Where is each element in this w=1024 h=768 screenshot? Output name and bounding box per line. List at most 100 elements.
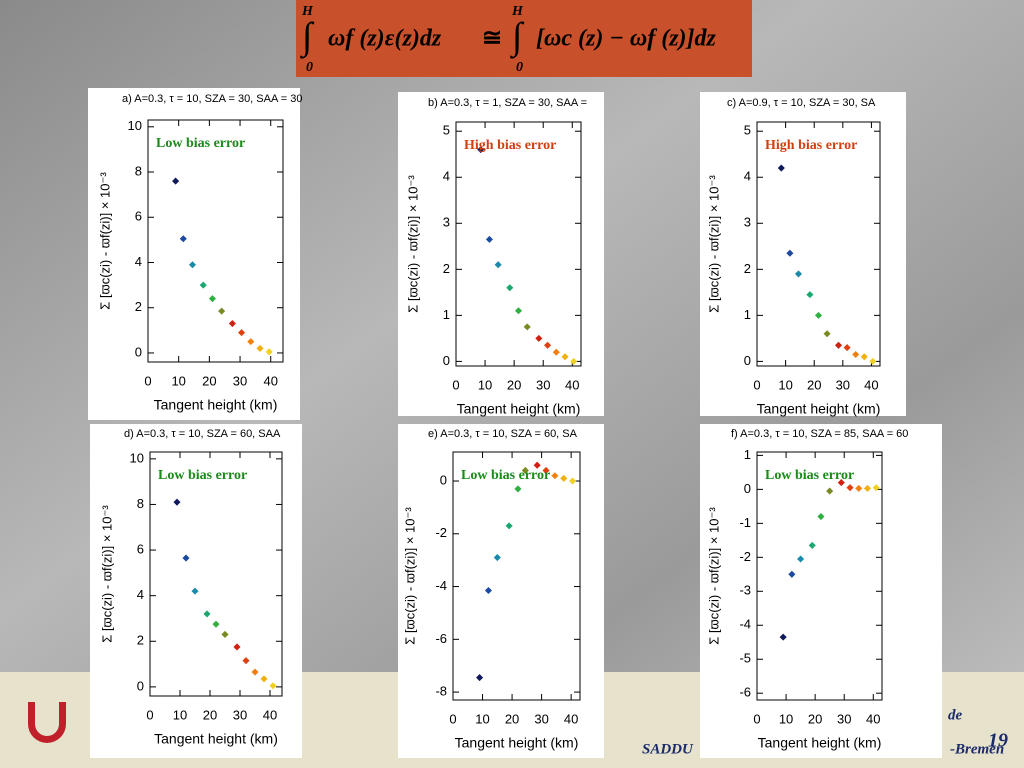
point (786, 249, 794, 257)
chart-title: c) A=0.9, τ = 10, SZA = 30, SA (727, 97, 876, 109)
chart-title: f) A=0.3, τ = 10, SZA = 85, SAA = 60 (731, 428, 908, 440)
plot-frame (756, 121, 881, 367)
x-tick-label: 20 (807, 377, 821, 392)
point (779, 633, 787, 641)
y-tick-label: 0 (744, 481, 751, 496)
y-tick-label: 0 (744, 353, 751, 368)
point (872, 484, 880, 492)
point (860, 353, 868, 361)
chart-title: d) A=0.3, τ = 10, SZA = 60, SAA (124, 428, 281, 440)
panel-background (88, 88, 300, 420)
y-tick-label: -4 (435, 578, 447, 593)
point (797, 555, 805, 563)
formula: H ∫ 0 ωf (z)ε(z)dz ≅ H ∫ 0 [ωc (z) − ωf … (300, 4, 717, 75)
y-tick-label: 0 (443, 353, 450, 368)
x-tick-label: 20 (505, 711, 519, 726)
chart-panel: a) A=0.3, τ = 10, SZA = 30, SAA = 30 0 2 4 6… (88, 88, 302, 420)
point (179, 235, 187, 243)
point (199, 281, 207, 289)
y-tick-label: 4 (137, 587, 144, 602)
y-tick-label: -4 (739, 617, 751, 632)
x-tick-label: 30 (836, 377, 850, 392)
x-axis-label: Tangent height (km) (154, 731, 278, 747)
x-tick-label: 40 (263, 707, 277, 722)
point (551, 472, 559, 480)
formula-approx: ≅ (482, 26, 502, 52)
point (221, 630, 229, 638)
point (476, 674, 484, 682)
point (506, 284, 514, 292)
y-axis-label: Σ [ϖc(zi) - ϖf(zi)] × 10⁻³ (402, 507, 417, 645)
chart-panel: d) A=0.3, τ = 10, SZA = 60, SAA 0 2 4 6 8 10 0 1… (90, 424, 302, 758)
x-tick-label: 40 (565, 377, 579, 392)
point (863, 484, 872, 492)
point (808, 541, 816, 549)
y-tick-label: 6 (135, 209, 142, 224)
point (505, 522, 513, 530)
formula-integral: ∫ (300, 16, 315, 60)
x-tick-label: 40 (864, 377, 878, 392)
point (521, 466, 529, 475)
point (251, 668, 259, 676)
point (477, 146, 485, 154)
x-tick-label: 0 (753, 377, 760, 392)
y-tick-label: -1 (739, 515, 751, 530)
point (826, 487, 834, 495)
y-tick-label: 2 (137, 633, 144, 648)
x-axis-label: Tangent height (km) (757, 401, 881, 417)
y-tick-label: -8 (435, 684, 447, 699)
chart-title: a) A=0.3, τ = 10, SZA = 30, SAA = 30 (122, 93, 302, 105)
annotation: Low bias error (158, 468, 247, 483)
x-tick-label: 0 (452, 377, 459, 392)
annotation: Low bias error (765, 468, 854, 483)
point (814, 311, 823, 319)
point (544, 341, 552, 349)
point (269, 682, 277, 690)
point (182, 554, 190, 562)
point (806, 291, 814, 299)
x-tick-label: 30 (536, 377, 550, 392)
x-tick-label: 20 (507, 377, 521, 392)
y-tick-label: -5 (739, 651, 751, 666)
formula-upper-2: H (511, 4, 524, 19)
point (869, 357, 877, 365)
point (561, 353, 569, 361)
x-tick-label: 0 (144, 373, 151, 388)
point (569, 477, 577, 485)
x-tick-label: 0 (449, 711, 456, 726)
point (493, 553, 501, 562)
point (260, 675, 268, 683)
point (542, 466, 550, 475)
point (817, 513, 825, 521)
y-tick-label: 0 (135, 344, 142, 359)
y-tick-label: 0 (137, 678, 144, 693)
x-tick-label: 40 (866, 711, 880, 726)
point (514, 307, 523, 315)
y-tick-label: 2 (443, 261, 450, 276)
y-tick-label: 10 (130, 450, 144, 465)
y-tick-label: -6 (739, 685, 751, 700)
point (834, 341, 843, 349)
point (794, 270, 803, 278)
point (228, 320, 236, 328)
y-tick-label: 5 (744, 123, 751, 138)
point (514, 485, 522, 493)
point (533, 461, 541, 469)
x-tick-label: 10 (778, 377, 792, 392)
y-tick-label: 8 (137, 496, 144, 511)
y-tick-label: 4 (443, 169, 450, 184)
footer-right: -Bremen (950, 741, 1004, 757)
point (788, 570, 796, 578)
point (843, 344, 851, 352)
x-tick-label: 0 (753, 711, 760, 726)
chart-title: e) A=0.3, τ = 10, SZA = 60, SA (428, 428, 578, 440)
point (494, 261, 502, 269)
annotation: High bias error (464, 138, 556, 153)
x-tick-label: 10 (171, 373, 185, 388)
annotation: High bias error (765, 138, 857, 153)
annotation: Low bias error (156, 136, 245, 151)
x-tick-label: 20 (202, 373, 216, 388)
point (846, 484, 854, 492)
x-axis-label: Tangent height (km) (455, 735, 579, 751)
point (247, 338, 255, 346)
